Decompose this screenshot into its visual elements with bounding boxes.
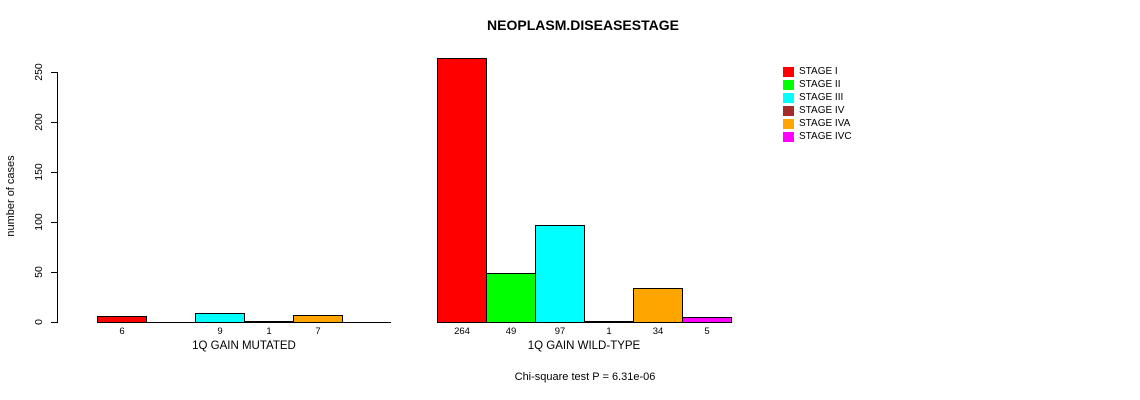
y-axis-tick-label: 150 bbox=[33, 163, 45, 181]
bar-stage-ivc bbox=[682, 317, 732, 323]
legend: STAGE I STAGE II STAGE III STAGE IV STAGE IV… bbox=[783, 65, 852, 143]
x-axis-group-label: 1Q GAIN WILD-TYPE bbox=[527, 340, 641, 352]
bar-value-label: 1 bbox=[606, 326, 612, 337]
bar-value-label: 49 bbox=[505, 326, 517, 337]
bar-value-label: 6 bbox=[119, 326, 125, 337]
bar-stage-iii bbox=[195, 313, 245, 323]
y-axis-tick-label: 0 bbox=[33, 319, 45, 325]
y-axis-tick-label: 100 bbox=[33, 213, 45, 231]
bar-stage-iva bbox=[633, 288, 683, 323]
legend-entry: STAGE III bbox=[783, 91, 852, 104]
legend-label: STAGE I bbox=[799, 66, 838, 77]
y-axis-tick bbox=[51, 272, 57, 273]
legend-label: STAGE IV bbox=[799, 105, 845, 116]
legend-swatch bbox=[783, 131, 794, 142]
x-axis-group-label: 1Q GAIN MUTATED bbox=[192, 340, 296, 352]
bar-stage-iv bbox=[584, 321, 634, 323]
y-axis-tick bbox=[51, 172, 57, 173]
legend-swatch bbox=[783, 118, 794, 129]
y-axis-tick bbox=[51, 122, 57, 123]
legend-label: STAGE II bbox=[799, 79, 841, 90]
bar-value-label: 264 bbox=[454, 326, 470, 337]
bar-value-label: 7 bbox=[315, 326, 321, 337]
bar-stage-i bbox=[97, 316, 147, 323]
bar-value-label: 9 bbox=[217, 326, 223, 337]
y-axis-tick bbox=[51, 222, 57, 223]
legend-swatch bbox=[783, 105, 794, 116]
bar-stage-i bbox=[437, 58, 487, 323]
legend-label: STAGE IVA bbox=[799, 118, 851, 129]
chart-title: NEOPLASM.DISEASESTAGE bbox=[487, 17, 679, 33]
bar-stage-iv bbox=[244, 321, 294, 323]
legend-label: STAGE III bbox=[799, 92, 844, 103]
legend-swatch bbox=[783, 79, 794, 90]
legend-label: STAGE IVC bbox=[799, 131, 852, 142]
y-axis-tick-label: 250 bbox=[33, 63, 45, 81]
y-axis-tick-label: 200 bbox=[33, 113, 45, 131]
bar-value-label: 5 bbox=[704, 326, 710, 337]
legend-entry: STAGE IV bbox=[783, 104, 852, 117]
chi-square-annotation: Chi-square test P = 6.31e-06 bbox=[514, 371, 656, 383]
bar-value-label: 97 bbox=[554, 326, 566, 337]
legend-swatch bbox=[783, 92, 794, 103]
legend-entry: STAGE IVA bbox=[783, 117, 852, 130]
bar-stage-iva bbox=[293, 315, 343, 323]
legend-entry: STAGE IVC bbox=[783, 130, 852, 143]
bar-value-label: 1 bbox=[266, 326, 272, 337]
legend-entry: STAGE I bbox=[783, 65, 852, 78]
bar-stage-iii bbox=[535, 225, 585, 323]
y-axis-tick-label: 50 bbox=[33, 266, 45, 278]
bar-stage-ii bbox=[486, 273, 536, 323]
y-axis-line bbox=[57, 72, 58, 323]
bar-value-label: 34 bbox=[652, 326, 664, 337]
y-axis-label: number of cases bbox=[5, 155, 17, 237]
legend-entry: STAGE II bbox=[783, 78, 852, 91]
y-axis-tick bbox=[51, 322, 57, 323]
legend-swatch bbox=[783, 66, 794, 77]
y-axis-tick bbox=[51, 72, 57, 73]
